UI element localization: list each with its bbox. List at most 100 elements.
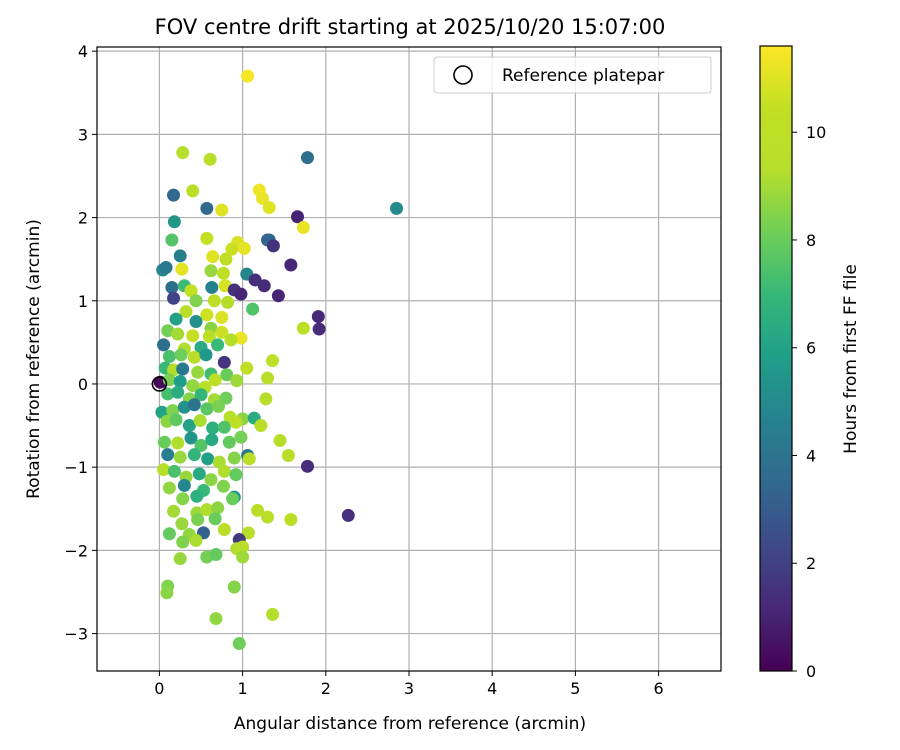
data-point [216, 266, 230, 280]
data-point [311, 310, 325, 324]
data-point [182, 419, 196, 433]
colorbar-frame [759, 45, 793, 672]
data-point [236, 540, 250, 554]
data-point [300, 151, 314, 165]
data-point [227, 580, 241, 594]
data-point [186, 184, 200, 198]
data-point [189, 315, 203, 329]
data-point [176, 535, 190, 549]
data-point [281, 449, 295, 463]
data-point [229, 415, 243, 429]
data-point [162, 527, 176, 541]
data-point [230, 374, 244, 388]
data-point [271, 289, 285, 303]
data-point [273, 434, 287, 448]
data-point [234, 331, 248, 345]
data-point [184, 431, 198, 445]
x-axis: 0 1 2 3 4 5 6 [154, 671, 664, 698]
data-point [174, 348, 188, 362]
data-point [390, 201, 404, 215]
data-point [171, 436, 185, 450]
data-point [157, 435, 171, 449]
y-tick-label: 3 [78, 125, 88, 144]
data-point [216, 479, 230, 493]
data-point [259, 392, 273, 406]
data-point [208, 373, 222, 387]
data-point [256, 191, 270, 205]
data-point [205, 433, 219, 447]
data-point [189, 533, 203, 547]
data-point [217, 420, 231, 434]
data-point [217, 464, 231, 478]
colorbar: 0 2 4 6 8 10 Hours from first FF file [759, 45, 861, 681]
data-point [227, 451, 241, 465]
data-point [215, 325, 229, 339]
data-point [211, 399, 225, 413]
grid-lines [97, 47, 721, 671]
data-point [165, 280, 179, 294]
data-point [194, 439, 208, 453]
data-point [177, 400, 191, 414]
data-point [219, 391, 233, 405]
data-point [234, 287, 248, 301]
y-tick-label: 2 [78, 209, 88, 228]
legend: Reference platepar [433, 56, 712, 94]
data-point [261, 510, 275, 524]
data-point [242, 452, 256, 466]
colorbar-tick-label: 2 [806, 554, 816, 573]
data-point [157, 338, 171, 352]
data-point [200, 201, 214, 215]
data-point [211, 501, 225, 515]
x-tick-label: 4 [487, 679, 497, 698]
data-point [167, 291, 181, 305]
data-point [190, 489, 204, 503]
data-point [206, 250, 220, 264]
data-point [284, 258, 298, 272]
data-point [173, 249, 187, 263]
y-tick-label: 4 [78, 42, 88, 61]
data-point [186, 329, 200, 343]
data-point [179, 305, 193, 319]
data-point [167, 188, 181, 202]
x-tick-label: 1 [238, 679, 248, 698]
x-tick-label: 2 [321, 679, 331, 698]
data-point [176, 362, 190, 376]
data-point [157, 463, 171, 477]
data-point [171, 385, 185, 399]
data-point [192, 467, 206, 481]
data-point [187, 448, 201, 462]
data-point [162, 350, 176, 364]
data-point [215, 203, 229, 217]
data-point [200, 503, 214, 517]
colorbar-tick-label: 10 [806, 123, 826, 142]
data-point [173, 552, 187, 566]
y-axis-label: Rotation from reference (arcmin) [24, 219, 44, 499]
data-point [193, 414, 207, 428]
data-point [296, 221, 310, 235]
legend-label: Reference platepar [502, 66, 664, 86]
colorbar-ticks: 0 2 4 6 8 10 [792, 123, 826, 681]
data-point [229, 468, 243, 482]
data-point [217, 523, 231, 537]
data-point [184, 284, 198, 298]
data-point [341, 508, 355, 522]
data-point [219, 252, 233, 266]
data-point [257, 279, 271, 293]
data-point [296, 321, 310, 335]
data-point [262, 201, 276, 215]
colorbar-tick-label: 0 [806, 662, 816, 681]
legend-box [433, 56, 712, 94]
colorbar-label: Hours from first FF file [841, 264, 861, 454]
data-point [204, 473, 218, 487]
data-point [159, 260, 173, 274]
data-point [266, 239, 280, 253]
x-tick-label: 5 [570, 679, 580, 698]
data-point [160, 586, 174, 600]
data-point [162, 481, 176, 495]
data-point [225, 242, 239, 256]
colorbar-tick-label: 6 [806, 339, 816, 358]
data-point [167, 504, 181, 518]
data-point [175, 262, 189, 276]
data-point [167, 215, 181, 229]
